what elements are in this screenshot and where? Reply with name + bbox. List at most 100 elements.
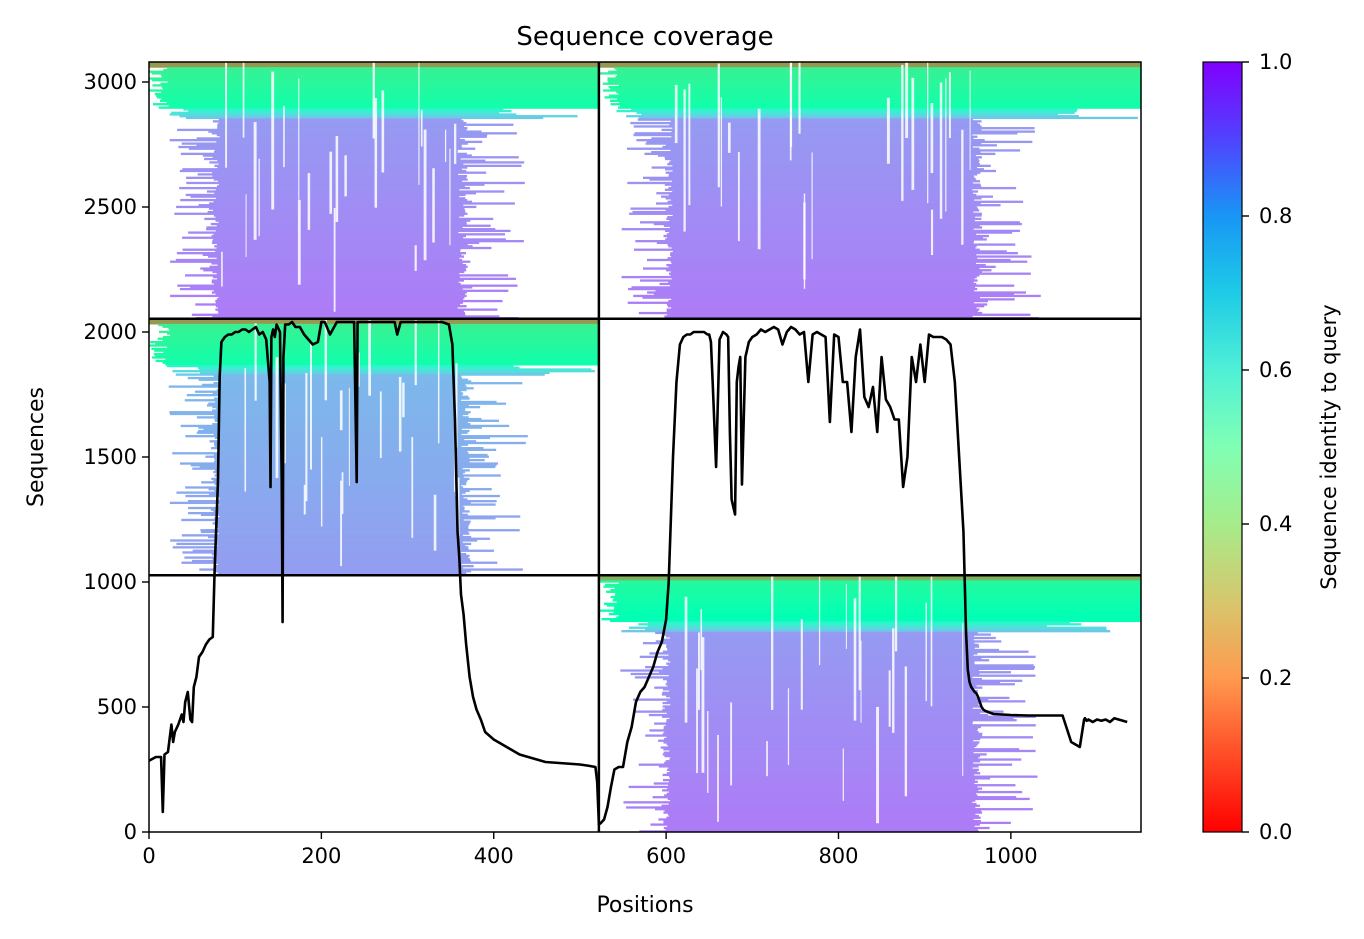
coverage-row (180, 152, 467, 156)
coverage-row (644, 628, 1107, 631)
coverage-row (618, 106, 1141, 109)
coverage-row (627, 181, 973, 185)
coverage-row (664, 156, 982, 159)
coverage-row (662, 789, 979, 792)
coverage-row (161, 73, 599, 77)
y-tick-label: 1000 (84, 570, 137, 594)
coverage-row (211, 447, 484, 450)
coverage-row (658, 739, 974, 742)
coverage-row (662, 773, 975, 777)
coverage-row (153, 352, 599, 356)
coverage-row (209, 493, 462, 496)
coverage-row (614, 587, 1141, 590)
coverage-row (663, 727, 978, 730)
y-axis-label: Sequences (24, 387, 49, 507)
coverage-row (666, 643, 979, 647)
gap-stripe (335, 136, 339, 222)
coverage-row (162, 87, 599, 90)
coverage-row (666, 772, 981, 775)
gap-stripe (683, 89, 686, 232)
coverage-row (213, 566, 464, 570)
coverage-row (218, 162, 464, 166)
coverage-row (662, 732, 983, 736)
coverage-row (649, 178, 977, 181)
coverage-row (217, 541, 463, 544)
coverage-row (170, 334, 599, 337)
coverage-row (651, 151, 981, 154)
heatmap-blocks (149, 62, 1141, 832)
coverage-row (671, 277, 975, 280)
coverage-row (662, 633, 991, 636)
coverage-row (162, 361, 599, 364)
coverage-row (185, 116, 544, 120)
x-axis-label: Positions (596, 893, 693, 918)
coverage-row (163, 351, 599, 354)
coverage-row (218, 387, 474, 390)
coverage-row (169, 501, 471, 505)
coverage-row (181, 561, 498, 564)
coverage-row (215, 229, 511, 233)
coverage-row (180, 198, 468, 202)
gap-stripe (927, 62, 929, 204)
gap-stripe (939, 82, 943, 219)
y-axis-ticks: 0 500 1000 1500 2000 2500 3000 (84, 70, 149, 844)
coverage-line-layer (149, 320, 1128, 826)
gap-stripe (911, 77, 915, 190)
coverage-row (613, 611, 1141, 614)
gap-stripe (905, 62, 909, 138)
coverage-row (662, 691, 975, 694)
coverage-row (657, 154, 976, 157)
gap-stripe (283, 105, 285, 168)
coverage-row (186, 181, 525, 185)
chart-title: Sequence coverage (516, 22, 773, 52)
coverage-row (664, 315, 973, 318)
coverage-row (217, 125, 464, 128)
coverage-row (610, 588, 1141, 592)
gap-stripe (381, 90, 385, 173)
coverage-row (162, 339, 599, 342)
gap-stripe (842, 748, 844, 801)
coverage-row (668, 664, 1034, 667)
gap-stripe (930, 103, 934, 174)
coverage-row (214, 245, 473, 248)
coverage-row (659, 282, 977, 286)
block-boundaries (149, 62, 1141, 832)
coverage-row (667, 787, 983, 790)
coverage-row (606, 604, 1141, 607)
coverage-row (661, 128, 982, 132)
coverage-row (218, 121, 467, 125)
coverage-row (177, 128, 467, 132)
coverage-row (621, 630, 1111, 633)
gap-stripe (930, 209, 934, 256)
coverage-row (627, 301, 974, 304)
coverage-row (616, 68, 1141, 72)
coverage-row (200, 371, 550, 375)
coverage-row (172, 546, 469, 549)
coverage-row (635, 710, 1004, 713)
coverage-row (662, 708, 982, 712)
coverage-row (198, 429, 470, 433)
coverage-row (616, 97, 1141, 101)
coverage-row (670, 260, 1028, 263)
coverage-row (214, 469, 470, 472)
coverage-row (666, 720, 973, 724)
coverage-row (665, 229, 1020, 233)
coverage-row (662, 715, 1036, 718)
colorbar-tick-label: 0.0 (1259, 820, 1292, 844)
gap-stripe (221, 251, 223, 287)
coverage-row (183, 108, 504, 111)
coverage-row (618, 92, 1141, 96)
coverage-row (598, 65, 1141, 68)
gap-stripe (737, 151, 740, 242)
coverage-row (182, 168, 462, 171)
coverage-row (216, 140, 483, 144)
gap-stripe (892, 628, 895, 733)
coverage-row (670, 120, 982, 123)
coverage-row (196, 137, 460, 140)
coverage-row (668, 265, 996, 268)
coverage-row (209, 440, 477, 443)
coverage-row (658, 818, 974, 821)
coverage-row (156, 96, 599, 99)
coverage-row (669, 758, 1022, 761)
gap-stripe (423, 129, 427, 261)
